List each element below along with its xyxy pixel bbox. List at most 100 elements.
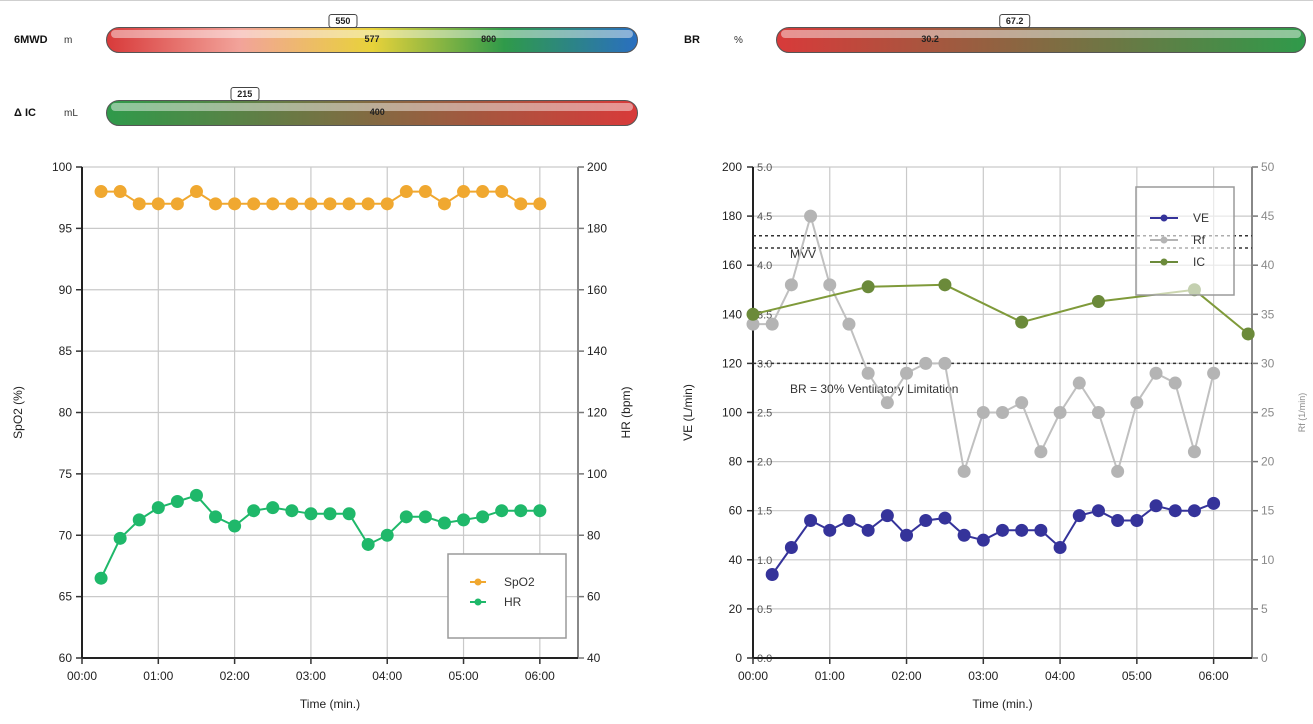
spo2-series-point [113,185,127,199]
ve-series-point [765,568,779,582]
legend-box [447,553,567,639]
spo2-series-point [304,197,318,211]
hr-series-point [437,516,451,530]
y-mid-tick-label: 1.5 [757,506,772,518]
y2-tick-label: 120 [587,406,607,420]
gauge-br-value: 67.2 [998,14,1031,28]
gauge-br-bar: 30.2 67.2 [776,14,1306,53]
legend-swatch-dot [1160,258,1168,266]
hr-series-point [495,504,509,518]
gauge-dic-bar: 400 215 [106,87,638,126]
legend-swatch-dot [1160,236,1168,244]
x-tick-label: 01:00 [143,669,173,683]
legend-label: IC [1193,255,1205,269]
x-axis-title: Time (min.) [972,697,1032,711]
spo2-series-point [514,197,528,211]
spo2-series-line [101,190,540,205]
spo2-series-point [495,185,509,199]
spo2-series-point [533,197,547,211]
x-tick-label: 03:00 [968,669,998,683]
y-tick-label: 20 [729,602,743,616]
rf-series-point [1207,366,1221,380]
spo2-series-point [457,185,471,199]
rf-series-point [996,406,1009,419]
rf-series-point [746,317,760,331]
y2-tick-label: 25 [1261,406,1275,420]
gauge-shine [781,30,1301,38]
ic-series-point [861,280,875,294]
y2-axis-title: HR (bpm) [619,386,633,438]
y-tick-label: 0 [735,651,742,665]
y2-tick-label: 180 [587,221,607,235]
hr-series-point [170,494,184,508]
legend-label: HR [504,595,522,609]
x-tick-label: 04:00 [372,669,402,683]
rf-series-point [842,317,856,331]
rf-series-point [880,396,894,410]
y-mid-tick-label: 5.0 [757,162,772,174]
gauge-dic-unit: mL [64,108,78,119]
spo2-series-point [342,197,356,211]
spo2-series-point [361,197,375,211]
gauge-br-label: BR [684,34,700,46]
hr-series-point [189,488,203,502]
spo2-series-point [476,185,490,199]
ve-series-point [1149,499,1163,513]
y2-tick-label: 160 [587,283,607,297]
hr-series-point [418,510,432,524]
y2-tick-label: 40 [587,651,601,665]
rf-series-point [1091,406,1105,419]
legend-swatch-dot [474,578,482,586]
y-tick-label: 60 [59,651,73,665]
legend-swatch-dot [1160,214,1168,222]
y-tick-label: 40 [729,553,743,567]
y2-tick-label: 45 [1261,209,1275,223]
y-mid-tick-label: 1.0 [757,555,772,567]
y-tick-label: 80 [729,455,743,469]
gauge-sixmwd-label: 6MWD [14,34,48,46]
spo2-series-point [285,197,299,211]
hr-series-point [514,504,528,518]
y-tick-label: 75 [59,467,73,481]
y2-tick-label: 60 [587,590,601,604]
spo2-series-point [228,197,242,211]
hr-series-point [457,513,471,527]
y-mid-tick-label: 3.0 [757,358,772,370]
spo2-series-point [209,197,223,211]
y-mid-tick-label: 2.0 [757,457,772,469]
legend-label: VE [1193,211,1209,225]
spo2-series-point [399,185,413,199]
ve-series-point [919,514,933,528]
spo2-series-point [266,197,280,211]
ve-series-point [842,514,856,528]
spo2-series-point [132,197,146,211]
gauge-dic-label: Δ IC [14,107,36,119]
rf-series-point [1111,464,1125,478]
hr-series-point [476,510,490,524]
ic-series-point [938,278,952,292]
y-tick-label: 200 [722,160,742,174]
legend-swatch-dot [474,598,482,606]
ve-series-point [784,541,798,555]
ve-series-point [1015,523,1029,537]
y-tick-label: 85 [59,344,73,358]
ve-series-point [1207,496,1221,510]
rf-series-point [957,464,971,478]
y-mid-tick-label: 0.5 [757,604,772,616]
ve-series-point [823,523,837,537]
rf-series-point [1072,376,1086,390]
y2-tick-label: 40 [1261,258,1275,272]
gauge-br-unit: % [734,35,743,46]
ic-series-point [746,307,760,321]
gauge-sixmwd-value: 550 [328,14,358,28]
legend-label: Rf [1193,233,1206,247]
gauge-dic-value: 215 [230,87,260,101]
x-axis-title: Time (min.) [300,697,360,711]
hr-series-point [209,510,223,524]
spo2-series-point [170,197,184,211]
hr-series-point [132,513,146,527]
rf-series-point [1130,396,1144,410]
gauge-sixmwd-unit: m [64,35,73,46]
ve-series-point [1072,509,1086,523]
gauge-sixmwd-bar: 577 800 550 [106,14,638,53]
